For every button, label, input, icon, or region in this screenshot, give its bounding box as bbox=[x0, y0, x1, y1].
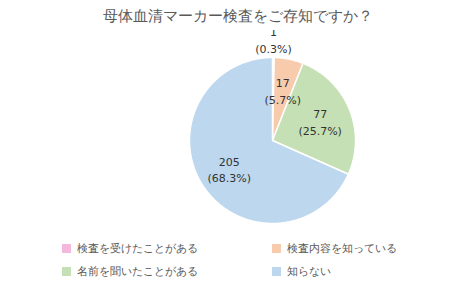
svg-text:205(68.3%): 205(68.3%) bbox=[208, 156, 252, 186]
html-text:知らない: 知らない bbox=[287, 265, 331, 278]
html-text:母体血清マーカー検査をご存知ですか？: 母体血清マーカー検査をご存知ですか？ bbox=[103, 7, 373, 25]
html-text:名前を聞いたことがある: 名前を聞いたことがある bbox=[77, 265, 198, 278]
html-text:検査を受けたことがある: 検査を受けたことがある bbox=[77, 242, 198, 255]
svg-text:1(0.3%): 1(0.3%) bbox=[255, 30, 292, 56]
html-text:検査内容を知っている: 検査内容を知っている bbox=[287, 242, 397, 255]
svg-text:77(25.7%): 77(25.7%) bbox=[298, 108, 342, 137]
svg-text:17(5.7%): 17(5.7%) bbox=[264, 77, 301, 107]
